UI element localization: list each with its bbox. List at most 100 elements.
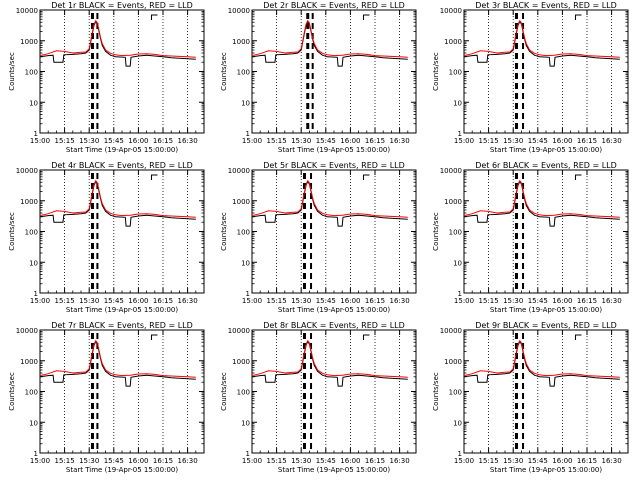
y-tick-label: 10000: [228, 7, 250, 15]
events-series-line: [463, 20, 620, 67]
x-tick-label: 16:15: [365, 457, 385, 465]
y-tick-label: 10000: [440, 167, 462, 175]
x-tick-label: 15:45: [104, 297, 124, 305]
x-tick-label: 16:30: [178, 297, 198, 305]
x-axis-label: Start Time (19-Apr-05 15:00:00): [490, 146, 602, 154]
interval-bracket-marker: [575, 174, 582, 180]
x-tick-label: 16:15: [365, 297, 385, 305]
x-tick-label: 15:45: [316, 297, 336, 305]
lld-series-line: [251, 339, 408, 378]
x-tick-label: 16:30: [178, 457, 198, 465]
y-tick-label: 100: [237, 229, 250, 237]
y-tick-label: 10000: [440, 7, 462, 15]
lld-series-line: [251, 19, 408, 58]
y-tick-label: 1: [246, 130, 250, 138]
x-tick-label: 15:00: [242, 137, 262, 145]
x-tick-label: 15:45: [316, 457, 336, 465]
y-tick-label: 10: [241, 419, 250, 427]
x-axis-label: Start Time (19-Apr-05 15:00:00): [66, 146, 178, 154]
x-tick-label: 16:30: [178, 137, 198, 145]
panel-title: Det 9r BLACK = Events, RED = LLD: [475, 321, 617, 330]
y-tick-label: 100: [449, 69, 462, 77]
x-tick-label: 15:15: [267, 297, 287, 305]
y-tick-label: 10: [241, 259, 250, 267]
x-axis-label: Start Time (19-Apr-05 15:00:00): [278, 466, 390, 474]
x-tick-label: 15:30: [503, 457, 523, 465]
x-tick-label: 16:00: [552, 297, 572, 305]
x-tick-label: 15:30: [79, 457, 99, 465]
y-tick-label: 1: [34, 130, 38, 138]
y-tick-label: 1000: [232, 358, 250, 366]
x-axis-label: Start Time (19-Apr-05 15:00:00): [278, 306, 390, 314]
y-tick-label: 100: [449, 229, 462, 237]
x-tick-label: 15:15: [479, 297, 499, 305]
y-tick-label: 1000: [444, 358, 462, 366]
x-tick-label: 16:15: [153, 297, 173, 305]
x-tick-label: 16:15: [365, 137, 385, 145]
x-tick-label: 15:15: [267, 137, 287, 145]
x-tick-label: 15:45: [528, 137, 548, 145]
lld-series-line: [39, 19, 196, 58]
y-tick-label: 100: [237, 389, 250, 397]
x-tick-label: 15:45: [104, 137, 124, 145]
y-axis-label: Counts/sec: [220, 52, 228, 91]
panel-det-9: Det 9r BLACK = Events, RED = LLD 1 10 100 10…: [432, 321, 629, 474]
y-tick-label: 1: [34, 450, 38, 458]
x-axis-label: Start Time (19-Apr-05 15:00:00): [66, 466, 178, 474]
x-axis-label: Start Time (19-Apr-05 15:00:00): [278, 146, 390, 154]
interval-bracket-marker: [363, 174, 370, 180]
x-tick-label: 15:15: [267, 457, 287, 465]
x-tick-label: 15:00: [30, 137, 50, 145]
y-tick-label: 1: [458, 130, 462, 138]
x-axis-label: Start Time (19-Apr-05 15:00:00): [490, 306, 602, 314]
panel-title: Det 2r BLACK = Events, RED = LLD: [263, 1, 405, 10]
panel-title: Det 6r BLACK = Events, RED = LLD: [475, 161, 617, 170]
y-tick-label: 1: [34, 290, 38, 298]
panel-title: Det 3r BLACK = Events, RED = LLD: [475, 1, 617, 10]
panel-title: Det 4r BLACK = Events, RED = LLD: [51, 161, 193, 170]
x-tick-label: 15:30: [79, 297, 99, 305]
x-tick-label: 16:15: [153, 137, 173, 145]
x-tick-label: 15:00: [30, 457, 50, 465]
panel-title: Det 7r BLACK = Events, RED = LLD: [51, 321, 193, 330]
y-tick-label: 1000: [232, 38, 250, 46]
y-axis-label: Counts/sec: [220, 372, 228, 411]
x-tick-label: 15:15: [55, 137, 75, 145]
y-tick-label: 100: [25, 69, 38, 77]
x-tick-label: 15:15: [55, 457, 75, 465]
x-tick-label: 16:30: [390, 137, 410, 145]
y-tick-label: 10: [29, 259, 38, 267]
y-tick-label: 1000: [20, 198, 38, 206]
y-tick-label: 10: [453, 259, 462, 267]
events-series-line: [251, 180, 408, 227]
y-tick-label: 10000: [16, 327, 38, 335]
y-tick-label: 1000: [20, 358, 38, 366]
panel-det-8: Det 8r BLACK = Events, RED = LLD 1 10 100 10…: [220, 321, 417, 474]
y-tick-label: 100: [25, 389, 38, 397]
x-tick-label: 16:15: [577, 137, 597, 145]
y-tick-label: 100: [449, 389, 462, 397]
x-tick-label: 16:30: [602, 297, 622, 305]
x-tick-label: 15:30: [503, 137, 523, 145]
x-tick-label: 16:00: [128, 297, 148, 305]
panel-det-7: Det 7r BLACK = Events, RED = LLD 1 10 100 10…: [8, 321, 205, 474]
y-tick-label: 1000: [444, 38, 462, 46]
panel-det-3: Det 3r BLACK = Events, RED = LLD 1 10 100 10…: [432, 1, 629, 154]
y-axis-label: Counts/sec: [8, 52, 16, 91]
y-tick-label: 10: [241, 99, 250, 107]
interval-bracket-marker: [363, 14, 370, 20]
x-axis-label: Start Time (19-Apr-05 15:00:00): [66, 306, 178, 314]
interval-bracket-marker: [151, 334, 158, 340]
lld-series-line: [463, 19, 620, 58]
x-tick-label: 16:00: [128, 137, 148, 145]
x-axis-label: Start Time (19-Apr-05 15:00:00): [490, 466, 602, 474]
x-tick-label: 16:00: [340, 297, 360, 305]
x-tick-label: 15:00: [30, 297, 50, 305]
x-tick-label: 15:30: [503, 297, 523, 305]
panel-det-6: Det 6r BLACK = Events, RED = LLD 1 10 100 10…: [432, 161, 629, 314]
y-tick-label: 10000: [16, 7, 38, 15]
interval-bracket-marker: [575, 14, 582, 20]
x-tick-label: 15:00: [454, 137, 474, 145]
y-tick-label: 1: [458, 290, 462, 298]
